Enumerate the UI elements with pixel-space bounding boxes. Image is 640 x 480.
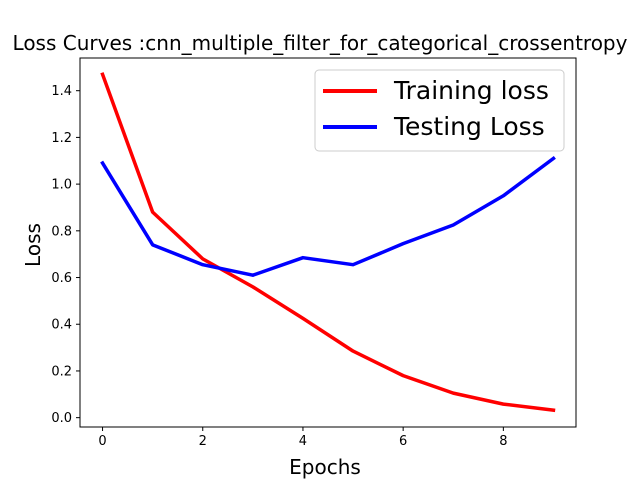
- chart-title: Loss Curves :cnn_multiple_filter_for_cat…: [13, 31, 628, 55]
- y-tick-label: 0.0: [51, 411, 72, 426]
- plot-area: 0 2 4 6 8 0.0 0.2 0.4 0.6 0.8 1.0 1.2 1.4: [51, 57, 577, 449]
- y-axis-ticks: 0.0 0.2 0.4 0.6 0.8 1.0 1.2 1.4: [51, 84, 80, 426]
- x-tick-label: 0: [98, 434, 106, 449]
- x-axis-ticks: 0 2 4 6 8: [98, 427, 507, 449]
- axes-frame: [79, 57, 577, 428]
- x-tick-label: 2: [199, 434, 207, 449]
- legend-label-testing-loss: Testing Loss: [393, 112, 545, 141]
- y-tick-label: 1.0: [51, 178, 72, 193]
- series-line-training-loss: [100, 72, 556, 413]
- legend: Training loss Testing Loss: [314, 69, 565, 152]
- y-tick-label: 0.2: [51, 364, 72, 379]
- x-tick-label: 4: [299, 434, 307, 449]
- y-tick-label: 0.6: [51, 271, 72, 286]
- y-axis-label: Loss: [21, 223, 45, 267]
- legend-box: [314, 69, 565, 152]
- y-tick-label: 1.4: [51, 84, 72, 99]
- legend-label-training-loss: Training loss: [393, 76, 549, 105]
- x-axis-label: Epochs: [289, 455, 361, 479]
- x-tick-label: 6: [399, 434, 407, 449]
- y-tick-label: 1.2: [51, 131, 72, 146]
- series-line-testing-loss: [100, 155, 556, 277]
- x-tick-label: 8: [499, 434, 507, 449]
- y-tick-label: 0.4: [51, 318, 72, 333]
- y-tick-label: 0.8: [51, 224, 72, 239]
- series-lines: [100, 72, 556, 413]
